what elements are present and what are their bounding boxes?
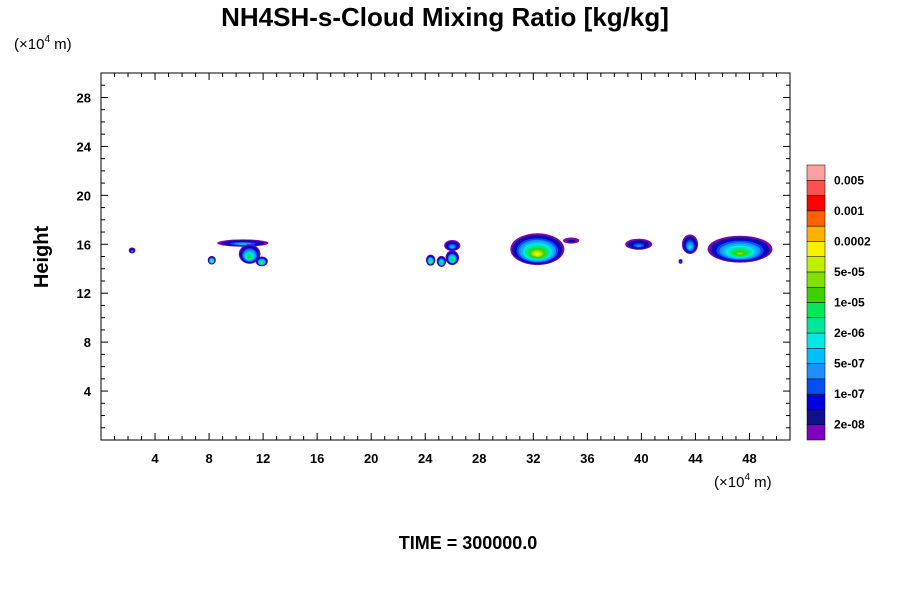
cloud-fields (128, 233, 773, 267)
x-tick-label: 8 (205, 451, 212, 466)
colorbar-swatch (806, 348, 826, 364)
colorbar-label: 0.001 (834, 204, 864, 218)
colorbar-swatch (806, 180, 826, 196)
y-tick-label: 24 (77, 139, 92, 154)
x-tick-label: 36 (580, 451, 594, 466)
cloud-8 (425, 254, 436, 266)
cloud-14-level-4 (679, 261, 682, 264)
cloud-4 (207, 255, 216, 265)
cloud-7-level-10 (451, 259, 454, 262)
cloud-1 (128, 247, 136, 254)
cloud-9-level-10 (440, 262, 443, 265)
cloud-2-level-6 (238, 243, 248, 246)
colorbar-swatch (806, 195, 826, 212)
cloud-1-level-5 (131, 250, 134, 253)
time-label: TIME = 300000.0 (399, 533, 538, 553)
colorbar-swatch (806, 271, 826, 288)
x-tick-label: 44 (688, 451, 703, 466)
plot-area (101, 73, 790, 440)
cloud-5 (255, 256, 268, 267)
y-tick-label: 4 (84, 384, 92, 399)
colorbar-swatch (806, 424, 826, 441)
cloud-15 (707, 235, 773, 263)
cloud-13 (681, 234, 699, 255)
colorbar-label: 1e-07 (834, 387, 865, 401)
y-unit-label: (×104 m) (14, 34, 72, 53)
cloud-14 (678, 258, 683, 264)
colorbar: 2e-08 1e-07 5e-07 2e-06 1e-05 5e-05 0.0002 0.00… (806, 164, 871, 441)
colorbar-label: 0.005 (834, 173, 864, 187)
cloud-5-level-11 (260, 261, 263, 264)
cloud-3 (238, 244, 261, 264)
x-tick-label: 24 (418, 451, 433, 466)
x-tick-label: 48 (742, 451, 756, 466)
colorbar-swatch (806, 409, 826, 425)
x-tick-label: 40 (634, 451, 648, 466)
cloud-6 (444, 239, 461, 251)
colorbar-swatch (806, 302, 826, 319)
cloud-6-level-6 (450, 246, 454, 249)
colorbar-label: 5e-07 (834, 357, 865, 371)
y-axis-label: Height (31, 226, 53, 289)
cloud-2 (217, 239, 269, 247)
colorbar-label: 1e-05 (834, 296, 865, 310)
plot-background (101, 73, 790, 440)
x-tick-label: 32 (526, 451, 540, 466)
y-tick-label: 28 (77, 90, 91, 105)
cloud-10 (510, 233, 565, 266)
cloud-7 (445, 250, 460, 266)
cloud-10-level-13 (535, 253, 540, 256)
y-tick-label: 12 (77, 286, 91, 301)
cloud-12 (625, 238, 653, 250)
x-unit-label: (×104 m) (714, 472, 772, 491)
colorbar-swatch (806, 363, 826, 380)
y-tick-label: 20 (77, 188, 91, 203)
chart-title: NH4SH-s-Cloud Mixing Ratio [kg/kg] (221, 2, 669, 32)
cloud-15-level-11 (737, 252, 743, 255)
colorbar-swatch (806, 286, 826, 303)
colorbar-swatch (806, 332, 826, 349)
x-tick-label: 28 (472, 451, 486, 466)
x-tick-label: 4 (151, 451, 159, 466)
cloud-3-level-10 (248, 256, 251, 259)
colorbar-label: 2e-08 (834, 418, 865, 432)
colorbar-swatch (806, 378, 826, 395)
y-tick-label: 16 (77, 237, 91, 252)
x-tick-label: 16 (310, 451, 324, 466)
colorbar-swatch (806, 241, 826, 257)
colorbar-label: 0.0002 (834, 234, 871, 248)
cloud-4-level-11 (210, 260, 213, 263)
colorbar-swatch (806, 256, 826, 273)
cloud-8-level-11 (429, 260, 432, 263)
colorbar-label: 5e-05 (834, 265, 865, 279)
colorbar-swatch (806, 317, 826, 334)
cloud-11 (563, 237, 580, 244)
colorbar-swatch (806, 210, 826, 227)
cloud-13-level-7 (688, 245, 692, 249)
x-tick-label: 12 (256, 451, 270, 466)
cloud-11-level-2 (567, 239, 576, 243)
cloud-9 (436, 255, 447, 267)
colorbar-swatch (806, 225, 826, 242)
colorbar-swatch (806, 393, 826, 410)
colorbar-label: 2e-06 (834, 326, 865, 340)
x-tick-label: 20 (364, 451, 378, 466)
cloud-12-level-5 (635, 244, 642, 247)
colorbar-swatch (806, 164, 826, 181)
y-tick-label: 8 (84, 335, 91, 350)
